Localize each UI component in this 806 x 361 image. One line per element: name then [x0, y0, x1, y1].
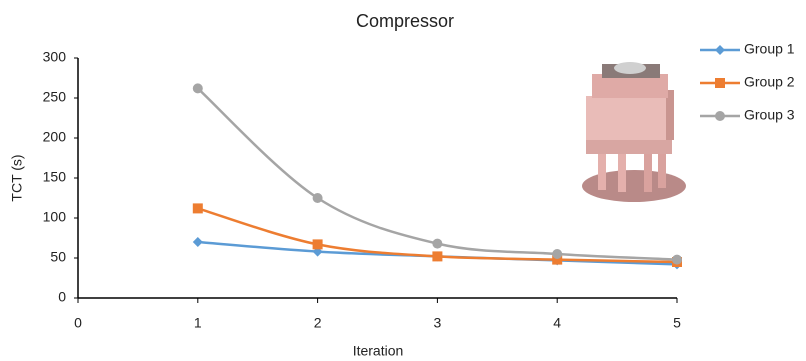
page: Compressor Iteration TCT (s) 05010015020…	[0, 0, 806, 361]
legend-label: Group 2	[744, 74, 795, 90]
marker	[313, 193, 323, 203]
y-tick-label: 50	[50, 249, 66, 265]
x-tick-label: 0	[74, 315, 82, 331]
x-tick-label: 2	[314, 315, 322, 331]
y-tick-label: 0	[58, 289, 66, 305]
marker	[715, 111, 725, 121]
background	[0, 0, 806, 361]
chart: Compressor Iteration TCT (s) 05010015020…	[0, 0, 806, 361]
y-axis-label: TCT (s)	[9, 154, 25, 201]
x-tick-label: 1	[194, 315, 202, 331]
marker	[193, 83, 203, 93]
x-axis-label: Iteration	[353, 343, 404, 359]
marker	[672, 255, 682, 265]
marker	[193, 203, 203, 213]
y-tick-label: 200	[43, 129, 67, 145]
marker	[432, 239, 442, 249]
x-tick-label: 3	[434, 315, 442, 331]
y-tick-label: 250	[43, 89, 67, 105]
y-tick-label: 150	[43, 169, 67, 185]
chart-title: Compressor	[356, 11, 454, 31]
x-tick-label: 4	[553, 315, 561, 331]
marker	[432, 251, 442, 261]
marker	[552, 249, 562, 259]
x-tick-label: 5	[673, 315, 681, 331]
marker	[715, 78, 725, 88]
legend-label: Group 1	[744, 41, 795, 57]
legend-label: Group 3	[744, 107, 795, 123]
y-tick-label: 100	[43, 209, 67, 225]
marker	[313, 239, 323, 249]
y-tick-label: 300	[43, 49, 67, 65]
